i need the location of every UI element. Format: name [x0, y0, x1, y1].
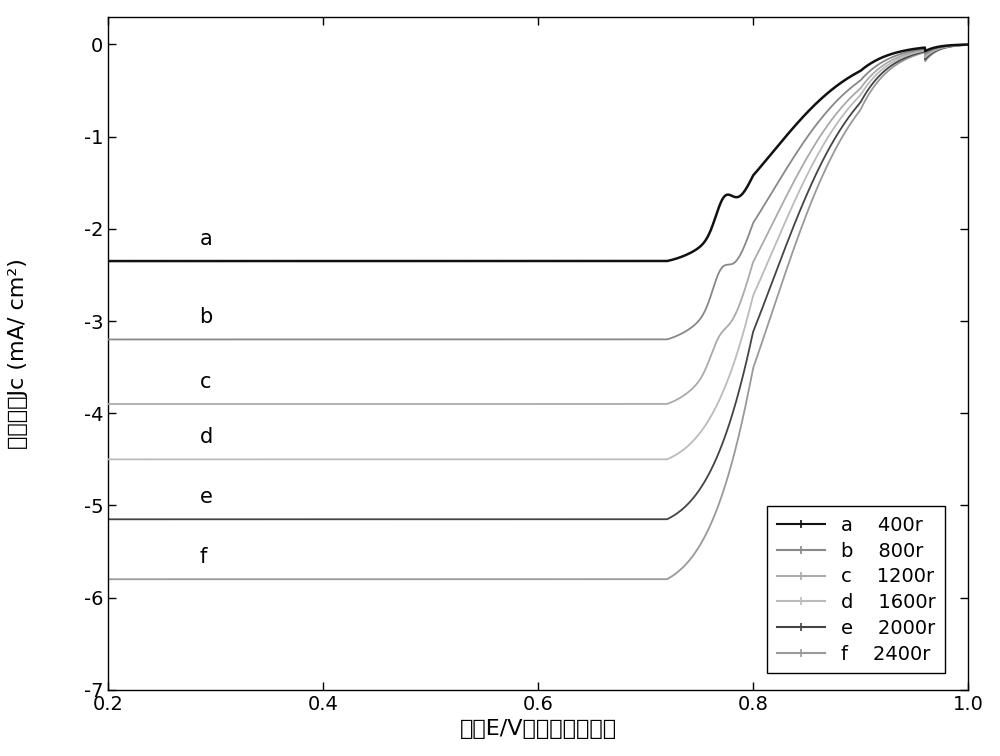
- X-axis label: 电压E/V（标准氢电极）: 电压E/V（标准氢电极）: [459, 719, 617, 739]
- Legend: a    400r, b    800r, c    1200r, d    1600r, e    2000r, f    2400r: a 400r, b 800r, c 1200r, d 1600r, e 2000…: [767, 506, 945, 674]
- Text: e: e: [199, 488, 212, 507]
- Text: 电流密度Jc (mA/ cm²): 电流密度Jc (mA/ cm²): [8, 258, 28, 449]
- Text: c: c: [199, 372, 211, 392]
- Text: a: a: [199, 229, 212, 249]
- Text: d: d: [199, 427, 213, 448]
- Text: f: f: [199, 547, 207, 567]
- Text: b: b: [199, 308, 213, 327]
